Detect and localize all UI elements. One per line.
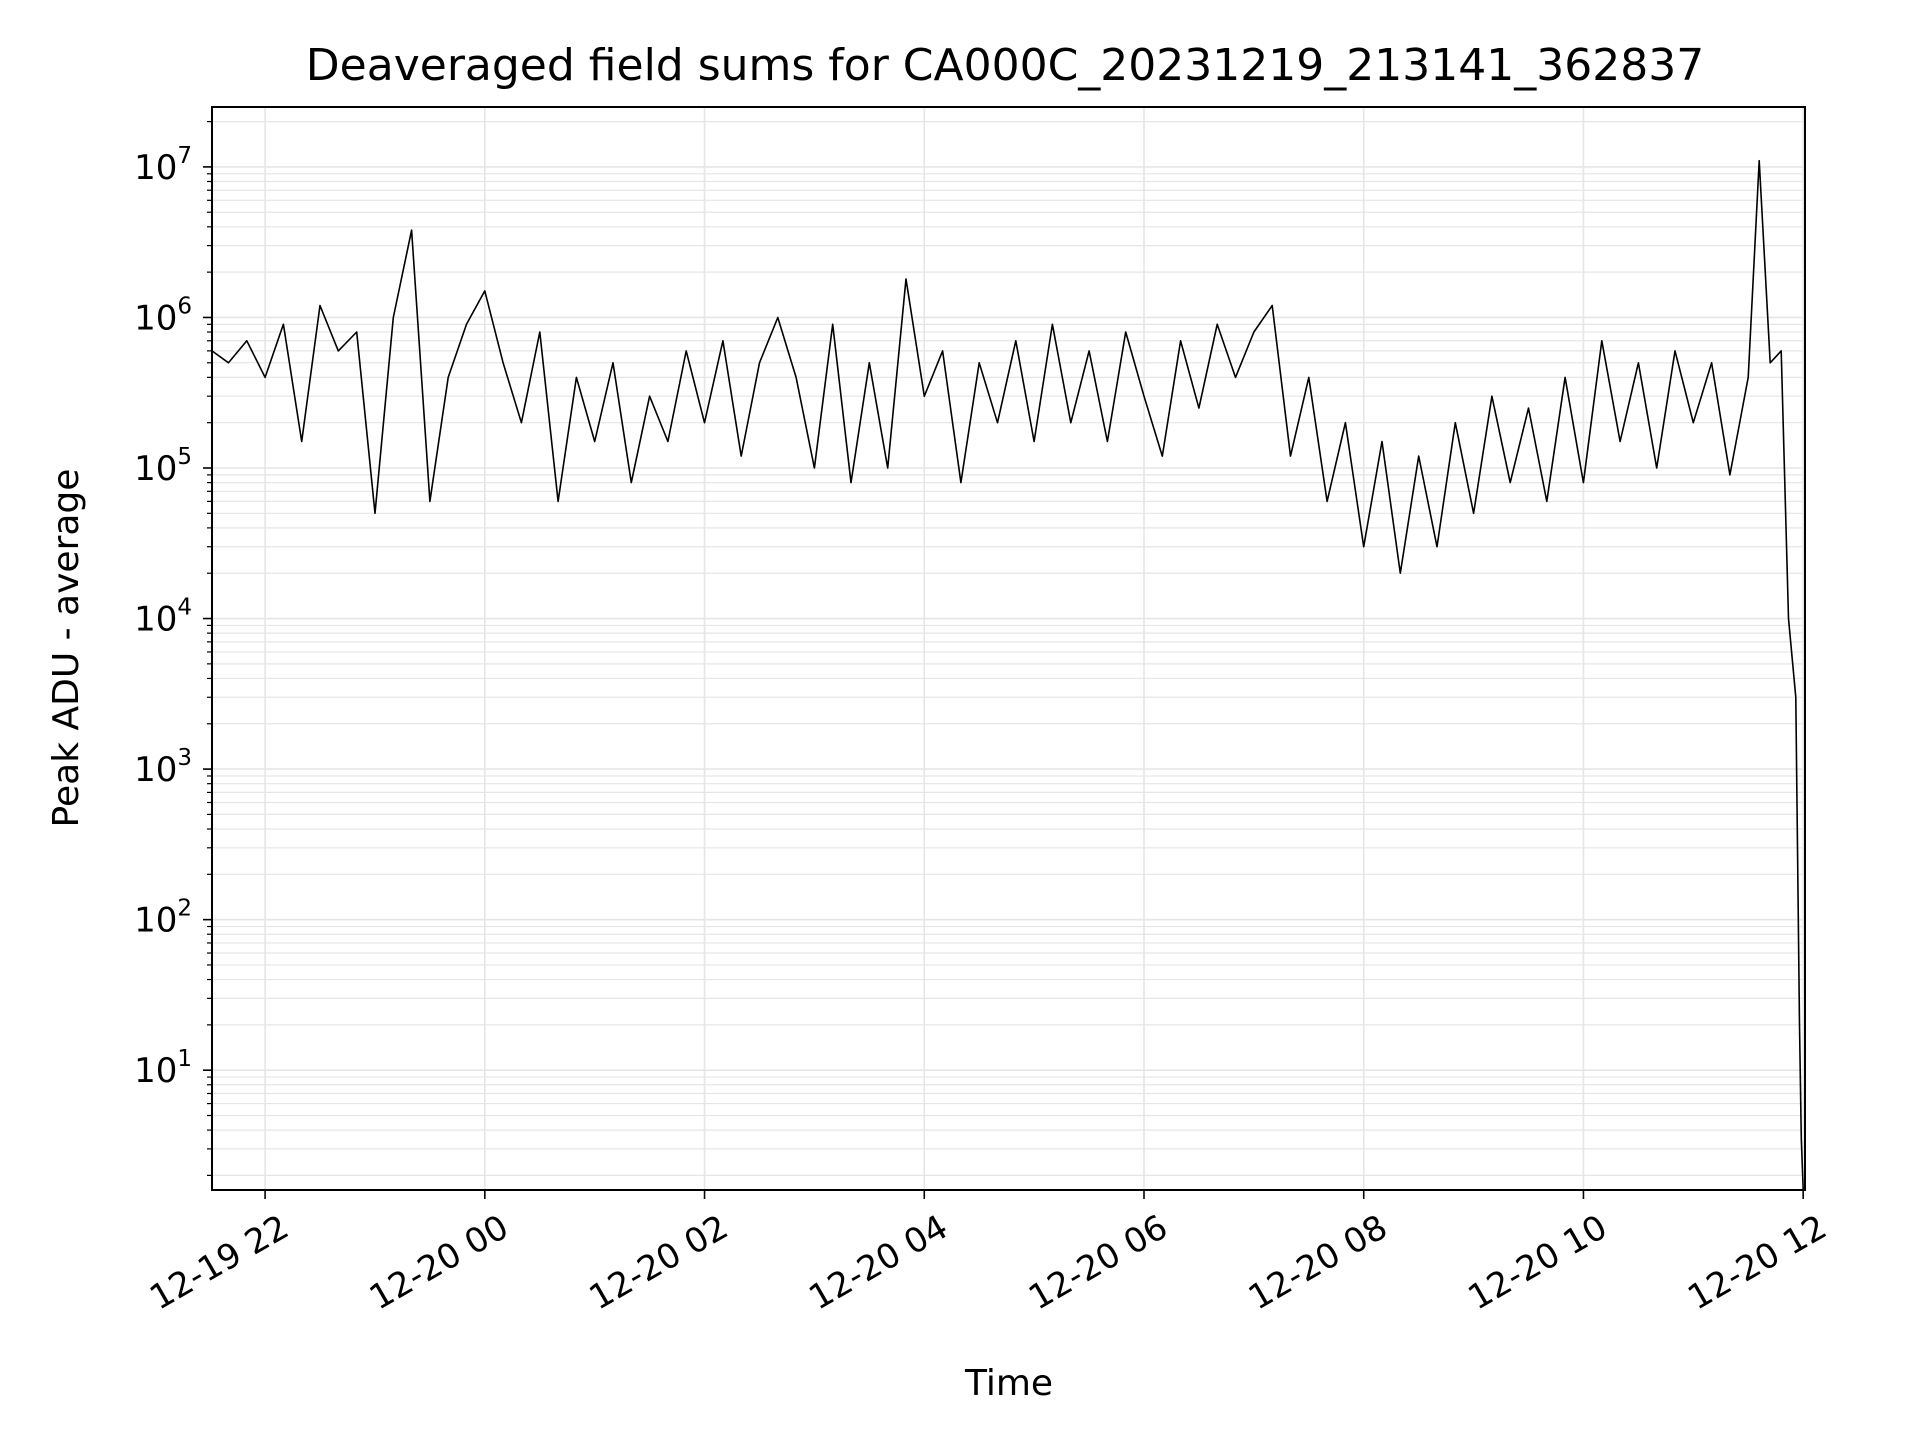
- y-axis: 101 102 103 104 105 106 107: [134, 120, 212, 1177]
- series-line: [211, 159, 1804, 1191]
- series-line-group: [211, 159, 1804, 1191]
- x-tick-label: 12-20 04: [802, 1207, 954, 1318]
- x-tick-label: 12-20 08: [1242, 1207, 1394, 1318]
- x-axis-title: Time: [964, 1363, 1053, 1404]
- x-tick-label: 12-20 02: [583, 1207, 735, 1318]
- y-tick-label: 107: [134, 143, 192, 188]
- chart-title: Deaveraged field sums for CA000C_2023121…: [306, 40, 1704, 91]
- plot-frame: [211, 106, 1806, 1191]
- grid: [212, 107, 1805, 1190]
- x-tick-label: 12-20 10: [1462, 1207, 1614, 1318]
- y-axis-title: Peak ADU - average: [46, 469, 87, 828]
- x-tick-label: 12-20 00: [363, 1207, 515, 1318]
- x-axis: 12-19 22 12-20 00 12-20 02 12-20 04 12-20 06…: [143, 1190, 1834, 1318]
- y-tick-label: 105: [134, 444, 192, 489]
- y-tick-label: 102: [134, 896, 192, 941]
- x-tick-label: 12-19 22: [143, 1207, 295, 1318]
- y-tick-label: 101: [134, 1046, 192, 1091]
- x-tick-label: 12-20 12: [1681, 1207, 1833, 1318]
- y-tick-label: 103: [134, 745, 192, 790]
- x-tick-label: 12-20 06: [1022, 1207, 1174, 1318]
- y-tick-label: 106: [134, 293, 192, 338]
- y-tick-label: 104: [134, 595, 192, 640]
